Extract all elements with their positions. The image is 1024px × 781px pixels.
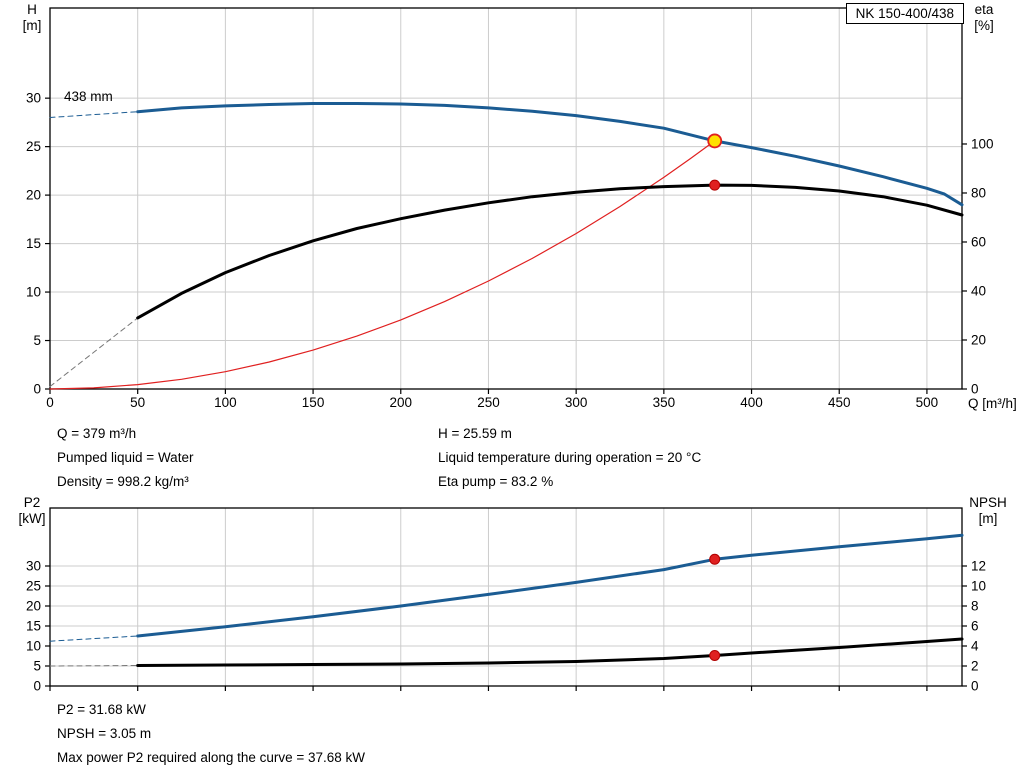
p2-axis-unit: [kW] bbox=[18, 511, 46, 526]
x-tick-label: 350 bbox=[653, 395, 676, 410]
x-tick-label: 50 bbox=[130, 395, 145, 410]
right-tick-label: 20 bbox=[971, 332, 986, 347]
right-tick-label: 0 bbox=[971, 382, 979, 397]
x-tick-label: 500 bbox=[916, 395, 939, 410]
left-tick-label: 20 bbox=[26, 599, 41, 614]
left-tick-label: 25 bbox=[26, 579, 41, 594]
duty-point-p2 bbox=[709, 553, 721, 565]
right-tick-label: 60 bbox=[971, 234, 986, 249]
x-tick-label: 150 bbox=[302, 395, 325, 410]
eta-curve-extrapolated bbox=[49, 317, 139, 387]
plot-frame bbox=[49, 507, 963, 687]
eta-pump-value: Eta pump = 83.2 % bbox=[438, 474, 554, 489]
npsh-axis-title: NPSH [m] bbox=[960, 495, 1016, 527]
pump-model-badge: NK 150-400/438 bbox=[845, 3, 964, 24]
right-tick-label: 8 bbox=[971, 599, 979, 614]
npsh-curve bbox=[136, 637, 964, 667]
right-tick-label: 80 bbox=[971, 185, 986, 200]
power-details: P2 = 31.68 kW NPSH = 3.05 m Max power P2… bbox=[57, 698, 365, 770]
x-tick-label: 200 bbox=[390, 395, 413, 410]
p2-axis-label: P2 bbox=[23, 495, 41, 510]
npsh-value: NPSH = 3.05 m bbox=[57, 726, 152, 741]
right-tick-label: 10 bbox=[971, 579, 986, 594]
p2-npsh-chart: 0 5 10 15 20 25 30 0 2 4 6 8 10 12 bbox=[26, 507, 986, 694]
left-tick-label: 15 bbox=[26, 236, 41, 251]
x-tick-label: 100 bbox=[214, 395, 237, 410]
h-axis-title: H [m] bbox=[10, 2, 54, 34]
x-tick-label: 0 bbox=[46, 395, 54, 410]
eta-axis-label: eta bbox=[974, 2, 994, 17]
left-tick-label: 0 bbox=[33, 679, 41, 694]
duty-details-right: H = 25.59 m Liquid temperature during op… bbox=[438, 422, 701, 494]
npsh-axis-unit: [m] bbox=[978, 511, 998, 526]
npsh-axis-label: NPSH bbox=[969, 495, 1007, 510]
p2-value: P2 = 31.68 kW bbox=[57, 702, 146, 717]
left-tick-label: 20 bbox=[26, 188, 41, 203]
qh-eta-chart: 0 50 100 150 200 250 300 350 400 450 5000510152025… bbox=[26, 7, 994, 410]
right-tick-label: 2 bbox=[971, 659, 979, 674]
left-tick-label: 0 bbox=[33, 382, 41, 397]
right-tick-label: 4 bbox=[971, 639, 979, 654]
right-tick-label: 40 bbox=[971, 283, 986, 298]
left-tick-label: 30 bbox=[26, 91, 41, 106]
impeller-diameter-label: 438 mm bbox=[64, 89, 113, 104]
h-axis-label: H bbox=[27, 2, 37, 17]
x-tick-label: 400 bbox=[740, 395, 763, 410]
right-tick-label: 100 bbox=[971, 136, 994, 151]
x-tick-label: 300 bbox=[565, 395, 588, 410]
left-tick-label: 5 bbox=[33, 333, 41, 348]
density-value: Density = 998.2 kg/m³ bbox=[57, 474, 189, 489]
eta-curve bbox=[136, 183, 964, 320]
p2-axis-title: P2 [kW] bbox=[8, 495, 56, 527]
npsh-curve-extrapolated bbox=[49, 665, 139, 667]
head-value: H = 25.59 m bbox=[438, 426, 512, 441]
eta-axis-title: eta [%] bbox=[962, 2, 1006, 34]
p2-curve-extrapolated bbox=[49, 635, 139, 642]
duty-details-left: Q = 379 m³/h Pumped liquid = Water Densi… bbox=[57, 422, 193, 494]
plot-frame bbox=[49, 7, 963, 390]
duty-point-npsh bbox=[709, 650, 721, 661]
left-tick-label: 30 bbox=[26, 559, 41, 574]
right-tick-label: 0 bbox=[971, 679, 979, 694]
duty-point-eta bbox=[709, 179, 721, 191]
eta-axis-unit: [%] bbox=[974, 18, 994, 33]
head-curve bbox=[136, 102, 964, 207]
x-tick-label: 450 bbox=[828, 395, 851, 410]
left-tick-label: 10 bbox=[26, 285, 41, 300]
pumped-liquid: Pumped liquid = Water bbox=[57, 450, 194, 465]
left-tick-label: 5 bbox=[33, 659, 41, 674]
flow-value: Q = 379 m³/h bbox=[57, 426, 137, 441]
liquid-temperature: Liquid temperature during operation = 20… bbox=[438, 450, 702, 465]
max-power-value: Max power P2 required along the curve = … bbox=[57, 750, 366, 765]
left-tick-label: 15 bbox=[26, 619, 41, 634]
p2-curve bbox=[136, 533, 964, 638]
x-tick-label: 250 bbox=[477, 395, 500, 410]
h-axis-unit: [m] bbox=[22, 18, 42, 33]
duty-point-qh bbox=[707, 133, 723, 149]
head-curve-extrapolated bbox=[49, 111, 139, 118]
right-tick-label: 12 bbox=[971, 559, 986, 574]
q-axis-label: Q [m³/h] bbox=[968, 396, 1017, 411]
system-curve bbox=[49, 140, 716, 390]
left-tick-label: 25 bbox=[26, 139, 41, 154]
right-tick-label: 6 bbox=[971, 619, 979, 634]
left-tick-label: 10 bbox=[26, 639, 41, 654]
